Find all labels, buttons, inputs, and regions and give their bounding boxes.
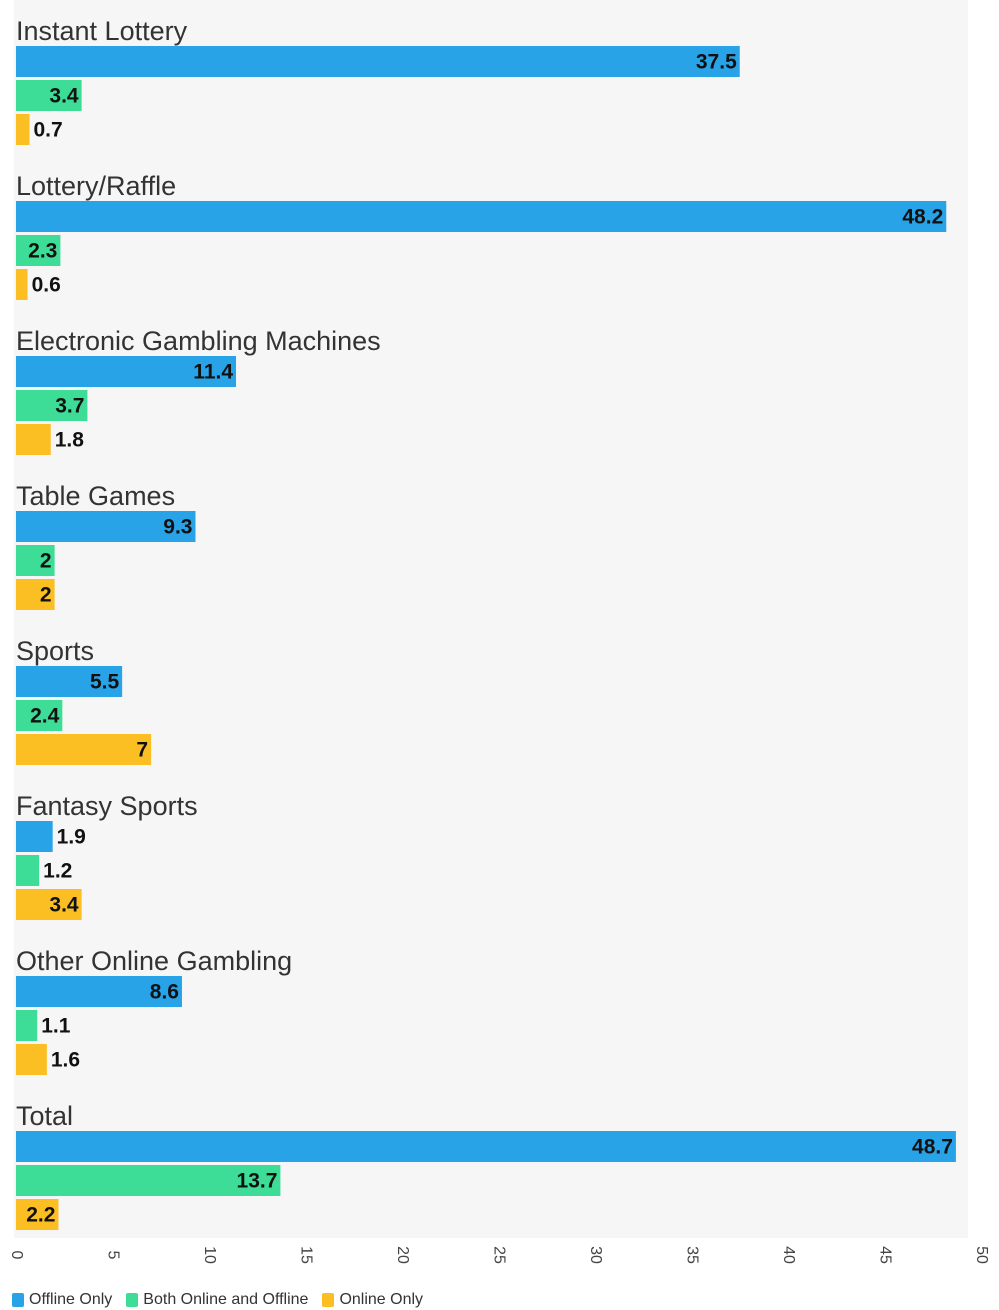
x-tick-label-30: 30 bbox=[587, 1246, 604, 1264]
legend-item-online-only[interactable]: Online Only bbox=[322, 1291, 423, 1309]
data-label-total-both-online-and-offline: 13.7 bbox=[237, 1170, 278, 1193]
x-tick-label-50: 50 bbox=[973, 1246, 990, 1264]
x-tick-label-45: 45 bbox=[876, 1246, 893, 1264]
legend-label-offline-only: Offline Only bbox=[29, 1291, 113, 1308]
x-tick-label-15: 15 bbox=[297, 1246, 314, 1264]
legend-label-both: Both Online and Offline bbox=[143, 1291, 309, 1308]
bar-electronic-gambling-machines-both-online-and-offline[interactable] bbox=[16, 390, 88, 421]
legend-swatch-online-only bbox=[322, 1293, 335, 1307]
data-label-table-games-both-online-and-offline: 2 bbox=[40, 550, 52, 573]
data-label-table-games-offline-only: 9.3 bbox=[163, 516, 192, 539]
x-tick-label-35: 35 bbox=[683, 1246, 700, 1264]
data-label-table-games-online-only: 2 bbox=[40, 584, 52, 607]
data-label-fantasy-sports-online-only: 3.4 bbox=[49, 894, 79, 917]
bar-fantasy-sports-offline-only[interactable] bbox=[16, 821, 53, 852]
data-label-total-online-only: 2.2 bbox=[26, 1204, 55, 1227]
data-label-fantasy-sports-offline-only: 1.9 bbox=[57, 826, 86, 849]
data-label-electronic-gambling-machines-offline-only: 11.4 bbox=[193, 361, 233, 384]
bar-instant-lottery-both-online-and-offline[interactable] bbox=[16, 80, 82, 111]
bar-instant-lottery-offline-only[interactable] bbox=[16, 46, 740, 77]
bar-sports-both-online-and-offline[interactable] bbox=[16, 700, 63, 731]
bar-fantasy-sports-both-online-and-offline[interactable] bbox=[16, 855, 40, 886]
bar-lottery-raffle-online-only[interactable] bbox=[16, 269, 28, 300]
data-label-lottery-raffle-both-online-and-offline: 2.3 bbox=[28, 240, 57, 263]
x-tick-label-0: 0 bbox=[8, 1251, 25, 1260]
legend-label-online-only: Online Only bbox=[339, 1291, 424, 1308]
x-tick-label-5: 5 bbox=[104, 1251, 121, 1260]
data-label-lottery-raffle-online-only: 0.6 bbox=[32, 274, 61, 297]
category-label-fantasy-sports: Fantasy Sports bbox=[16, 791, 198, 821]
legend-swatch-both bbox=[126, 1293, 139, 1307]
data-label-lottery-raffle-offline-only: 48.2 bbox=[902, 206, 943, 229]
bar-electronic-gambling-machines-offline-only[interactable] bbox=[16, 356, 237, 387]
bar-instant-lottery-online-only[interactable] bbox=[16, 114, 30, 145]
bar-table-games-both-online-and-offline[interactable] bbox=[16, 545, 55, 576]
data-label-other-online-gambling-both-online-and-offline: 1.1 bbox=[41, 1015, 71, 1038]
bar-other-online-gambling-both-online-and-offline[interactable] bbox=[16, 1010, 38, 1041]
legend: Offline Only Both Online and Offline Onl… bbox=[12, 1290, 423, 1310]
category-label-lottery-raffle: Lottery/Raffle bbox=[16, 171, 176, 201]
legend-swatch-offline-only bbox=[12, 1293, 24, 1307]
x-tick-label-10: 10 bbox=[201, 1246, 218, 1264]
bar-other-online-gambling-offline-only[interactable] bbox=[16, 976, 182, 1007]
category-label-electronic-gambling-machines: Electronic Gambling Machines bbox=[16, 326, 381, 356]
bar-other-online-gambling-online-only[interactable] bbox=[16, 1044, 47, 1075]
data-label-instant-lottery-both-online-and-offline: 3.4 bbox=[49, 85, 79, 108]
data-label-total-offline-only: 48.7 bbox=[912, 1136, 953, 1159]
bar-sports-offline-only[interactable] bbox=[16, 666, 123, 697]
data-label-other-online-gambling-offline-only: 8.6 bbox=[150, 981, 179, 1004]
data-label-instant-lottery-offline-only: 37.5 bbox=[696, 51, 737, 74]
data-label-instant-lottery-online-only: 0.7 bbox=[34, 119, 63, 142]
legend-item-both[interactable]: Both Online and Offline bbox=[126, 1291, 308, 1309]
bar-total-both-online-and-offline[interactable] bbox=[16, 1165, 281, 1196]
bar-sports-online-only[interactable] bbox=[16, 734, 152, 765]
data-label-electronic-gambling-machines-online-only: 1.8 bbox=[55, 429, 85, 452]
data-label-fantasy-sports-both-online-and-offline: 1.2 bbox=[43, 860, 72, 883]
bar-table-games-offline-only[interactable] bbox=[16, 511, 196, 542]
bar-fantasy-sports-online-only[interactable] bbox=[16, 889, 82, 920]
x-tick-label-20: 20 bbox=[394, 1246, 411, 1264]
category-label-instant-lottery: Instant Lottery bbox=[16, 16, 188, 46]
bar-electronic-gambling-machines-online-only[interactable] bbox=[16, 424, 51, 455]
bar-lottery-raffle-offline-only[interactable] bbox=[16, 201, 947, 232]
x-tick-label-40: 40 bbox=[780, 1246, 797, 1264]
data-label-sports-online-only: 7 bbox=[136, 739, 148, 762]
bar-total-offline-only[interactable] bbox=[16, 1131, 956, 1162]
data-label-other-online-gambling-online-only: 1.6 bbox=[51, 1049, 80, 1072]
bar-total-online-only[interactable] bbox=[16, 1199, 59, 1230]
category-label-other-online-gambling: Other Online Gambling bbox=[16, 946, 292, 976]
legend-item-offline-only[interactable]: Offline Only bbox=[12, 1291, 112, 1309]
bar-lottery-raffle-both-online-and-offline[interactable] bbox=[16, 235, 61, 266]
data-label-electronic-gambling-machines-both-online-and-offline: 3.7 bbox=[55, 395, 84, 418]
data-label-sports-offline-only: 5.5 bbox=[90, 671, 120, 694]
bar-table-games-online-only[interactable] bbox=[16, 579, 55, 610]
category-label-total: Total bbox=[16, 1101, 73, 1131]
category-label-sports: Sports bbox=[16, 636, 94, 666]
data-label-sports-both-online-and-offline: 2.4 bbox=[30, 705, 60, 728]
category-label-table-games: Table Games bbox=[16, 481, 175, 511]
x-tick-label-25: 25 bbox=[490, 1246, 507, 1264]
